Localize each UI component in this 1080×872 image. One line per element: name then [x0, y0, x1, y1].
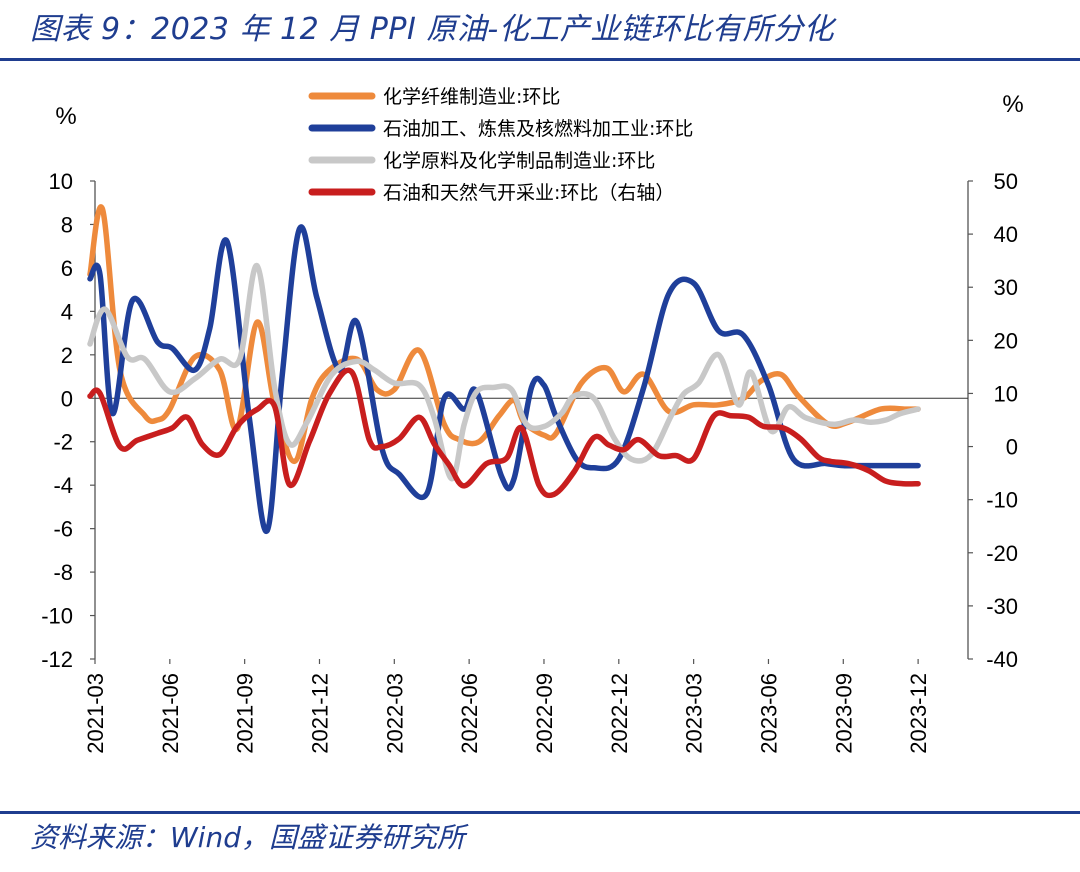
series-line-petroleum-processing — [87, 224, 921, 534]
x-tick-label: 2021-06 — [158, 673, 183, 754]
right-tick-label: -30 — [986, 594, 1018, 619]
x-tick-label: 2023-03 — [682, 673, 707, 754]
legend: 化学纤维制造业:环比石油加工、炼焦及核燃料加工业:环比化学原料及化学制品制造业:… — [308, 86, 693, 204]
right-tick-label: 0 — [1006, 435, 1018, 460]
x-tick-label: 2023-12 — [906, 673, 931, 754]
source-note: 资料来源：Wind，国盛证券研究所 — [30, 821, 465, 854]
right-unit-label: % — [1002, 91, 1023, 118]
right-tick-label: 10 — [994, 381, 1018, 406]
legend-item-petroleum-processing: 石油加工、炼焦及核燃料加工业:环比 — [308, 118, 693, 140]
left-tick-label: 2 — [61, 343, 73, 368]
left-unit-label: % — [55, 103, 76, 130]
left-tick-label: 4 — [61, 299, 73, 324]
left-tick-label: 10 — [49, 169, 73, 194]
right-tick-label: 50 — [994, 169, 1018, 194]
bottom-divider — [0, 811, 1080, 814]
legend-label: 石油和天然气开采业:环比（右轴） — [383, 182, 674, 204]
left-tick-label: 6 — [61, 256, 73, 281]
right-tick-label: 40 — [994, 222, 1018, 247]
right-tick-label: -40 — [986, 647, 1018, 672]
legend-item-oil-gas-extraction: 石油和天然气开采业:环比（右轴） — [308, 182, 674, 204]
x-tick-label: 2022-03 — [382, 673, 407, 754]
series-line-chemical-fiber — [87, 204, 921, 465]
right-tick-label: -10 — [986, 488, 1018, 513]
left-tick-label: -4 — [53, 473, 73, 498]
legend-label: 化学原料及化学制品制造业:环比 — [383, 150, 655, 172]
left-tick-label: -8 — [53, 560, 73, 585]
top-divider — [0, 58, 1080, 61]
right-tick-label: 20 — [994, 328, 1018, 353]
x-tick-label: 2023-09 — [831, 673, 856, 754]
chart-title: 图表 9：2023 年 12 月 PPI 原油-化工产业链环比有所分化 — [30, 12, 835, 47]
x-tick-label: 2022-12 — [607, 673, 632, 754]
x-tick-label: 2022-09 — [532, 673, 557, 754]
axes-group: 1086420-2-4-6-8-10-1250403020100-10-20-3… — [41, 91, 1023, 754]
x-tick-label: 2021-12 — [307, 673, 332, 754]
left-tick-label: 8 — [61, 212, 73, 237]
legend-label: 石油加工、炼焦及核燃料加工业:环比 — [383, 118, 693, 140]
x-tick-label: 2023-06 — [756, 673, 781, 754]
chart-area: 1086420-2-4-6-8-10-1250403020100-10-20-3… — [41, 86, 1023, 754]
series-lines-group — [87, 204, 921, 534]
legend-item-chemical-fiber: 化学纤维制造业:环比 — [308, 86, 560, 108]
left-tick-label: -12 — [41, 647, 73, 672]
left-tick-label: -10 — [41, 604, 73, 629]
left-tick-label: 0 — [61, 386, 73, 411]
legend-item-chemical-materials: 化学原料及化学制品制造业:环比 — [308, 150, 655, 172]
left-tick-label: -2 — [53, 430, 73, 455]
x-tick-label: 2021-09 — [233, 673, 258, 754]
left-tick-label: -6 — [53, 517, 73, 542]
legend-label: 化学纤维制造业:环比 — [383, 86, 560, 108]
right-tick-label: 30 — [994, 275, 1018, 300]
series-line-oil-gas-extraction — [87, 367, 921, 499]
right-tick-label: -20 — [986, 541, 1018, 566]
x-tick-label: 2022-06 — [457, 673, 482, 754]
x-tick-label: 2021-03 — [83, 673, 108, 754]
